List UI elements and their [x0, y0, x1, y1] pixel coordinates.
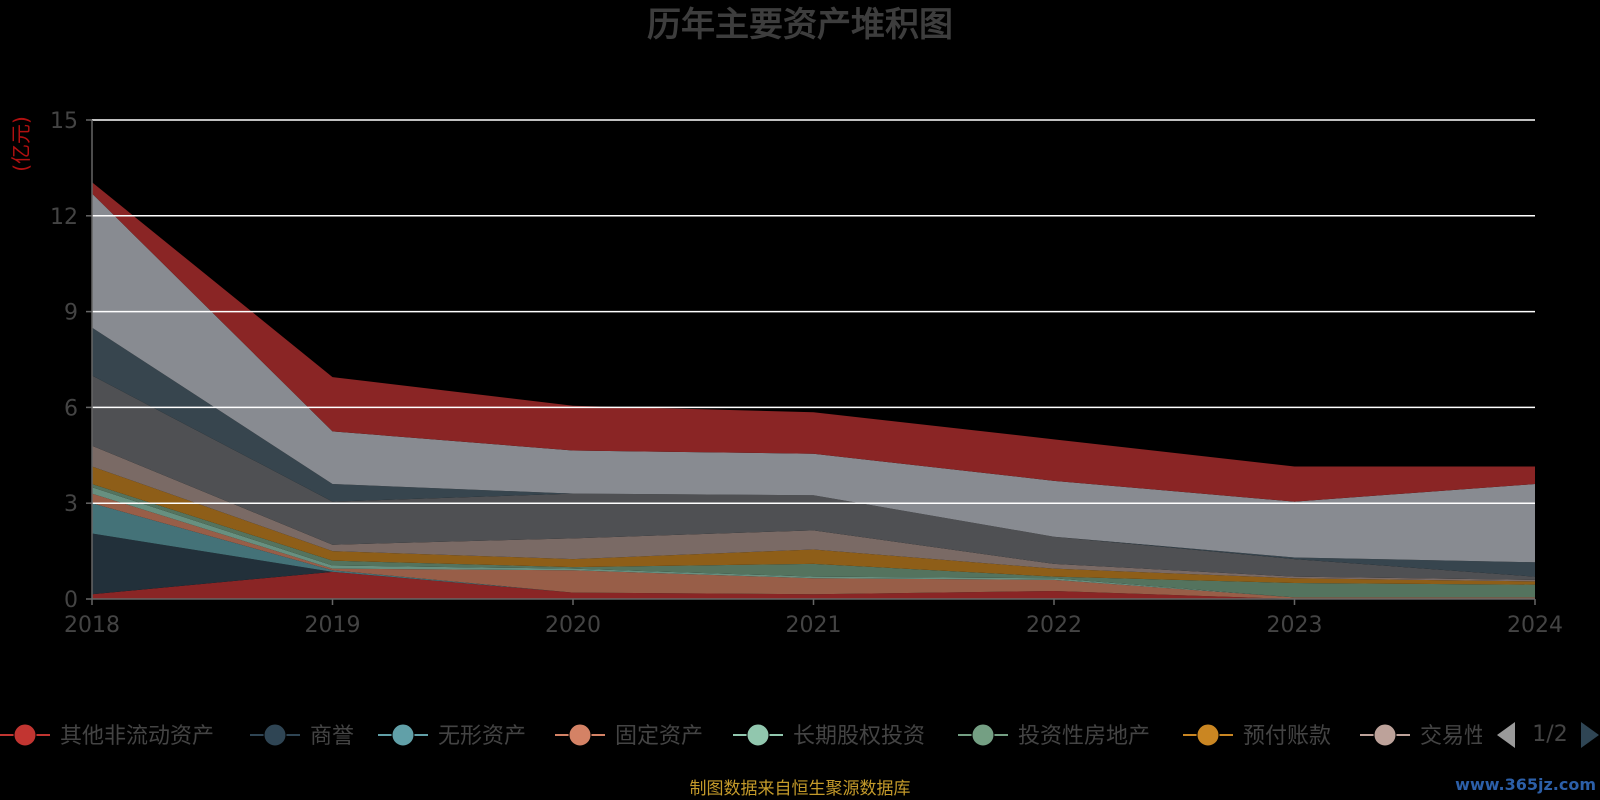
- legend-item[interactable]: 预付账款: [1183, 723, 1331, 749]
- x-axis-ticks: 2018 2019 2020 2021 2022 2023 2024: [64, 599, 1563, 638]
- legend-item[interactable]: 其他非流动资产: [0, 723, 214, 749]
- legend-items: 其他非流动资产 商誉 无形资产 固定资产 长期股权投资 投资性房地产 预付账款 交易性: [0, 723, 1486, 749]
- legend-marker-icon: [971, 723, 995, 747]
- area-series-8: [92, 375, 1535, 580]
- legend-page-indicator: 1/2: [1532, 722, 1567, 747]
- legend-label: 无形资产: [438, 724, 526, 749]
- legend-item[interactable]: 交易性: [1360, 723, 1486, 749]
- y-tick-label: 6: [64, 396, 78, 421]
- legend-label: 交易性: [1420, 724, 1486, 749]
- watermark: www.365jz.com: [1455, 775, 1596, 794]
- x-tick-label: 2024: [1507, 613, 1563, 638]
- area-series-11: [92, 182, 1535, 502]
- legend-label: 长期股权投资: [793, 724, 925, 749]
- y-tick-label: 9: [64, 301, 78, 326]
- data-source-footer: 制图数据来自恒生聚源数据库: [690, 779, 911, 799]
- legend-next-arrow-icon[interactable]: [1581, 722, 1599, 748]
- area-series-10: [92, 193, 1535, 563]
- area-series-7: [92, 445, 1535, 582]
- legend-label: 固定资产: [615, 724, 703, 749]
- y-tick-label: 12: [50, 205, 78, 230]
- area-series-3: [92, 493, 1535, 599]
- y-tick-label: 0: [64, 588, 78, 613]
- legend-marker-icon: [746, 723, 770, 747]
- y-tick-label: 3: [64, 492, 78, 517]
- y-axis-unit-label: (亿元): [9, 116, 33, 172]
- legend-item[interactable]: 固定资产: [555, 723, 703, 749]
- legend-item[interactable]: 无形资产: [378, 723, 526, 749]
- legend-marker-icon: [13, 723, 37, 747]
- legend-pager: 1/2: [1497, 722, 1599, 748]
- x-tick-label: 2019: [305, 613, 361, 638]
- x-tick-label: 2023: [1267, 613, 1323, 638]
- legend: 其他非流动资产 商誉 无形资产 固定资产 长期股权投资 投资性房地产 预付账款 交易性: [0, 723, 1486, 749]
- legend-label: 商誉: [310, 724, 354, 749]
- x-tick-label: 2022: [1026, 613, 1082, 638]
- x-tick-label: 2018: [64, 613, 120, 638]
- legend-marker-icon: [1196, 723, 1220, 747]
- legend-marker-icon: [568, 723, 592, 747]
- area-series-5: [92, 484, 1535, 598]
- area-series-0: [92, 571, 1535, 599]
- legend-marker-icon: [1373, 723, 1397, 747]
- area-series-group: [92, 182, 1535, 599]
- legend-item[interactable]: 长期股权投资: [733, 723, 925, 749]
- y-tick-label: 15: [50, 109, 78, 134]
- legend-item[interactable]: 商誉: [250, 723, 354, 749]
- legend-marker-icon: [263, 723, 287, 747]
- legend-label: 预付账款: [1243, 724, 1331, 749]
- x-tick-label: 2020: [545, 613, 601, 638]
- chart-title: 历年主要资产堆积图: [647, 5, 953, 45]
- y-axis-ticks: 0 3 6 9 12 15: [50, 109, 92, 613]
- gridlines: [92, 119, 1535, 504]
- legend-prev-arrow-icon[interactable]: [1497, 722, 1515, 748]
- legend-label: 其他非流动资产: [60, 724, 214, 749]
- legend-label: 投资性房地产: [1018, 724, 1150, 749]
- legend-item[interactable]: 投资性房地产: [958, 723, 1150, 749]
- x-tick-label: 2021: [786, 613, 842, 638]
- legend-marker-icon: [391, 723, 415, 747]
- area-series-6: [92, 466, 1535, 585]
